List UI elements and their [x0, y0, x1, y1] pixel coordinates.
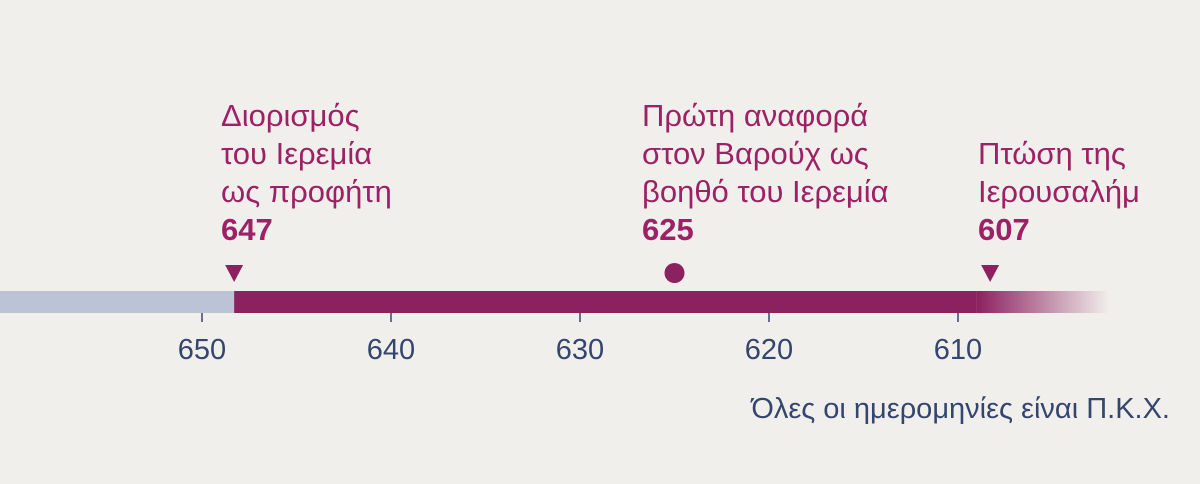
tick-label-630: 630 [555, 334, 605, 366]
event-line: Πτώση της [978, 136, 1126, 171]
event-triangle-marker [225, 265, 244, 282]
event-fall-of-jerusalem: Πτώση της Ιερουσαλήμ 607 [978, 135, 1140, 249]
event-line: Πρώτη αναφορά [642, 98, 869, 133]
event-baruch-mention: Πρώτη αναφορά στον Βαρούχ ως βοηθό του Ι… [642, 97, 889, 249]
event-year: 647 [221, 212, 273, 247]
event-line: Ιερουσαλήμ [978, 174, 1140, 209]
tick-label-640: 640 [366, 334, 416, 366]
event-line: Διορισμός [221, 98, 360, 133]
dates-footnote: Όλες οι ημερομηνίες είναι Π.Κ.Χ. [751, 393, 1170, 425]
tick-label-610: 610 [933, 334, 983, 366]
event-year: 607 [978, 212, 1030, 247]
timeline-fade-segment [976, 291, 1110, 313]
event-appointment: Διορισμός του Ιερεμία ως προφήτη 647 [221, 97, 392, 249]
event-year: 625 [642, 212, 694, 247]
event-line: του Ιερεμία [221, 136, 373, 171]
event-line: ως προφήτη [221, 174, 392, 209]
event-line: βοηθό του Ιερεμία [642, 174, 889, 209]
timeline-inactive-segment [0, 291, 235, 313]
event-line: στον Βαρούχ ως [642, 136, 869, 171]
tick-label-650: 650 [177, 334, 227, 366]
event-dot-marker [664, 263, 685, 283]
timeline-active-segment [234, 291, 977, 313]
event-triangle-marker [981, 265, 1000, 282]
tick-label-620: 620 [744, 334, 794, 366]
